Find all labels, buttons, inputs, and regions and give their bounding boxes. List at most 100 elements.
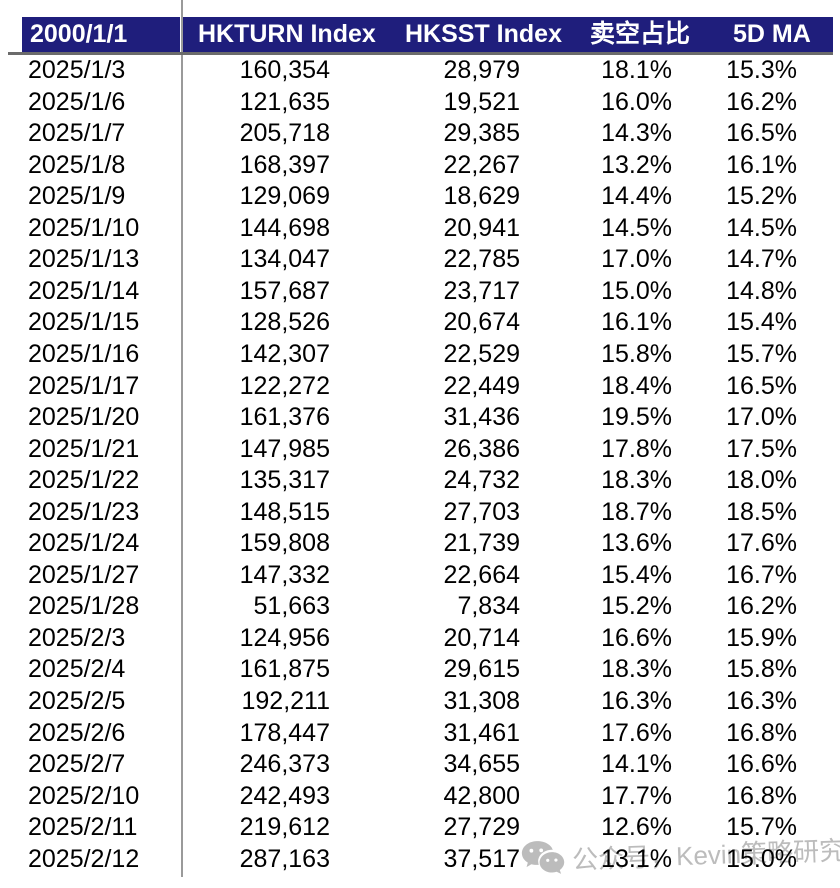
cell-hksst: 31,461 — [443, 718, 520, 747]
cell-ma5: 17.0% — [726, 403, 797, 432]
table-row: 2025/1/9 129,069 18,629 14.4% 15.2% — [22, 181, 833, 213]
table-row: 2025/2/11 219,612 27,729 12.6% 15.7% — [22, 812, 833, 844]
cell-date: 2025/1/20 — [28, 403, 140, 432]
cell-hkturn: 157,687 — [239, 276, 330, 305]
cell-hksst: 26,386 — [443, 434, 520, 463]
cell-hkturn: 160,354 — [239, 56, 330, 84]
cell-date: 2025/2/11 — [28, 813, 138, 842]
cell-date: 2025/2/3 — [28, 623, 126, 652]
table-row: 2025/1/20 161,376 31,436 19.5% 17.0% — [22, 402, 833, 434]
cell-short_ratio: 16.1% — [601, 308, 672, 337]
cell-date: 2025/1/27 — [28, 560, 140, 589]
cell-short_ratio: 16.6% — [601, 623, 672, 652]
header-bg-left — [22, 17, 180, 52]
cell-short_ratio: 18.7% — [601, 497, 672, 526]
cell-ma5: 14.7% — [726, 245, 797, 274]
cell-hkturn: 161,376 — [239, 403, 330, 432]
cell-hkturn: 144,698 — [239, 213, 330, 242]
cell-hksst: 20,714 — [443, 623, 520, 652]
cell-short_ratio: 18.1% — [601, 56, 672, 84]
table-row: 2025/2/6 178,447 31,461 17.6% 16.8% — [22, 718, 833, 750]
cell-hkturn: 219,612 — [239, 813, 330, 842]
cell-hksst: 31,308 — [443, 687, 520, 715]
header-hkturn: HKTURN Index — [198, 20, 376, 48]
cell-date: 2025/1/28 — [28, 592, 140, 621]
table-row: 2025/1/10 144,698 20,941 14.5% 14.5% — [22, 213, 833, 245]
cell-date: 2025/1/15 — [28, 308, 140, 337]
cell-ma5: 15.4% — [726, 308, 797, 337]
cell-date: 2025/1/22 — [28, 466, 140, 495]
cell-short_ratio: 13.1% — [601, 844, 672, 873]
table-row: 2025/1/16 142,307 22,529 15.8% 15.7% — [22, 339, 833, 371]
cell-hksst: 29,385 — [443, 119, 520, 148]
cell-hkturn: 51,663 — [253, 592, 330, 621]
cell-hksst: 22,267 — [443, 150, 520, 179]
cell-ma5: 15.7% — [726, 813, 797, 842]
cell-short_ratio: 15.0% — [601, 276, 672, 305]
cell-hkturn: 121,635 — [239, 87, 330, 116]
cell-short_ratio: 13.2% — [601, 150, 672, 179]
cell-ma5: 16.1% — [726, 150, 797, 179]
cell-hksst: 27,729 — [443, 813, 520, 842]
cell-date: 2025/1/24 — [28, 529, 140, 558]
table-row: 2025/2/3 124,956 20,714 16.6% 15.9% — [22, 623, 833, 655]
table-row: 2025/1/23 148,515 27,703 18.7% 18.5% — [22, 497, 833, 529]
cell-hkturn: 134,047 — [239, 245, 330, 274]
cell-hkturn: 148,515 — [239, 497, 330, 526]
cell-ma5: 18.0% — [726, 466, 797, 495]
header-date: 2000/1/1 — [30, 20, 128, 48]
cell-hksst: 7,834 — [457, 592, 520, 621]
cell-ma5: 15.2% — [726, 182, 797, 211]
cell-hkturn: 205,718 — [239, 119, 330, 148]
table-row: 2025/1/24 159,808 21,739 13.6% 17.6% — [22, 528, 833, 560]
cell-hkturn: 192,211 — [241, 687, 330, 715]
cell-ma5: 16.5% — [726, 119, 797, 148]
watermark: 公众号，Kevin策略研究 — [520, 828, 840, 879]
table-row: 2025/2/12 287,163 37,517 13.1% 15.0% — [22, 844, 833, 876]
cell-short_ratio: 14.5% — [601, 213, 672, 242]
cell-hksst: 20,674 — [443, 308, 520, 337]
header-5d-ma: 5D MA — [733, 20, 811, 48]
cell-ma5: 15.0% — [726, 844, 797, 873]
cell-date: 2025/1/16 — [28, 339, 140, 368]
cell-hkturn: 124,956 — [239, 623, 330, 652]
cell-short_ratio: 16.3% — [601, 687, 672, 715]
cell-hksst: 27,703 — [443, 497, 520, 526]
cell-date: 2025/1/17 — [28, 371, 140, 400]
cell-hkturn: 147,332 — [239, 560, 330, 589]
cell-date: 2025/1/23 — [28, 497, 140, 526]
table-row: 2025/1/14 157,687 23,717 15.0% 14.8% — [22, 276, 833, 308]
cell-hkturn: 135,317 — [239, 466, 330, 495]
cell-hksst: 42,800 — [443, 781, 520, 810]
table-row: 2025/2/5 192,211 31,308 16.3% 16.3% — [22, 686, 833, 718]
table-row: 2025/1/22 135,317 24,732 18.3% 18.0% — [22, 465, 833, 497]
cell-hksst: 34,655 — [443, 750, 520, 779]
column-divider-line — [181, 0, 183, 877]
data-table: 2000/1/1 HKTURN Index HKSST Index 卖空占比 5… — [8, 17, 833, 876]
cell-ma5: 16.3% — [726, 687, 797, 715]
cell-ma5: 15.7% — [726, 339, 797, 368]
cell-ma5: 16.8% — [726, 781, 797, 810]
cell-hkturn: 128,526 — [239, 308, 330, 337]
cell-date: 2025/1/10 — [28, 213, 140, 242]
table-row: 2025/1/15 128,526 20,674 16.1% 15.4% — [22, 307, 833, 339]
cell-ma5: 18.5% — [726, 497, 797, 526]
table-body: 2025/1/3 160,354 28,979 18.1% 15.3% 2025/1/6 1… — [22, 55, 833, 876]
cell-date: 2025/2/10 — [28, 781, 140, 810]
cell-short_ratio: 14.4% — [601, 182, 672, 211]
cell-ma5: 17.6% — [726, 529, 797, 558]
cell-ma5: 16.6% — [726, 750, 797, 779]
cell-hksst: 29,615 — [443, 655, 520, 684]
cell-hkturn: 142,307 — [239, 339, 330, 368]
cell-hksst: 23,717 — [443, 276, 520, 305]
cell-date: 2025/2/5 — [28, 687, 126, 715]
cell-hksst: 28,979 — [443, 56, 520, 84]
cell-short_ratio: 15.8% — [601, 339, 672, 368]
cell-short_ratio: 17.6% — [601, 718, 672, 747]
cell-hksst: 31,436 — [443, 403, 520, 432]
cell-hkturn: 287,163 — [239, 844, 330, 873]
cell-hkturn: 242,493 — [239, 781, 330, 810]
table-row: 2025/1/7 205,718 29,385 14.3% 16.5% — [22, 118, 833, 150]
table-row: 2025/2/4 161,875 29,615 18.3% 15.8% — [22, 654, 833, 686]
table-row: 2025/1/3 160,354 28,979 18.1% 15.3% — [22, 55, 833, 87]
